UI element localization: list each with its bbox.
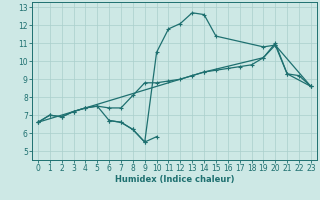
X-axis label: Humidex (Indice chaleur): Humidex (Indice chaleur) bbox=[115, 175, 234, 184]
